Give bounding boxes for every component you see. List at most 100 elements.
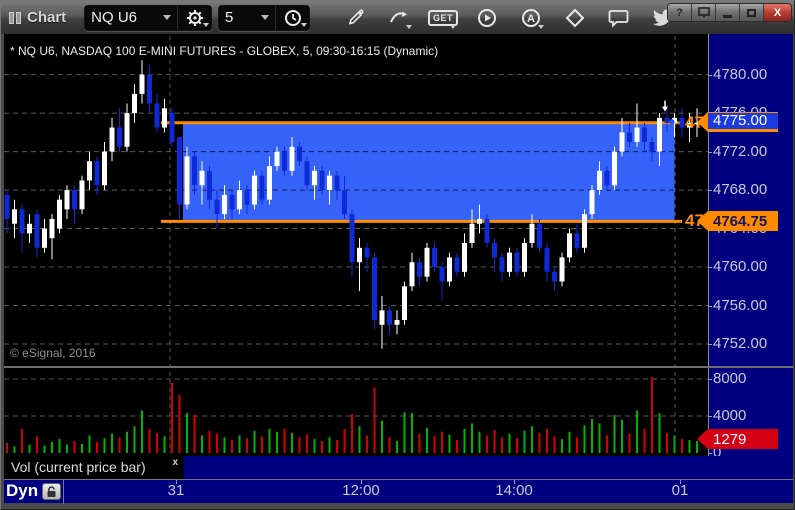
candle-body <box>289 146 295 171</box>
volume-bar <box>426 428 428 453</box>
axis-tick-mark <box>708 344 712 345</box>
candle-body <box>87 161 92 181</box>
dynamic-mode-button[interactable]: Dyn <box>6 481 39 500</box>
axis-tick-mark <box>708 453 712 454</box>
volume-bar <box>531 426 533 453</box>
volume-bar <box>103 438 106 453</box>
last-price-dot <box>669 119 675 125</box>
volume-bar <box>21 428 23 453</box>
time-template-button[interactable] <box>275 5 309 30</box>
candle-body <box>64 190 70 210</box>
pane-divider[interactable] <box>4 366 793 368</box>
volume-bar <box>216 433 218 453</box>
volume-bar <box>118 437 121 453</box>
candle-body <box>252 175 257 205</box>
volume-bar <box>688 440 691 453</box>
candle-body <box>672 117 677 123</box>
maximize-button[interactable] <box>740 4 764 21</box>
price-axis[interactable] <box>708 34 793 479</box>
close-button[interactable]: X <box>764 4 791 21</box>
line-tools-button[interactable] <box>384 4 414 32</box>
axis-tick-mark <box>708 305 712 307</box>
volume-bar <box>463 428 466 453</box>
auto-trade-button[interactable]: A <box>516 4 546 32</box>
chevron-down-icon[interactable] <box>261 15 270 20</box>
candle-body <box>507 252 512 272</box>
draw-tool-button[interactable] <box>340 4 370 32</box>
candle-body <box>409 262 415 287</box>
volume-bar <box>583 425 586 453</box>
candle-body <box>162 108 167 128</box>
volume-bar <box>411 413 413 453</box>
candle-body <box>27 223 32 234</box>
volume-bar <box>43 445 46 453</box>
chevron-down-icon[interactable] <box>163 15 172 20</box>
candle-body <box>4 194 10 219</box>
play-icon <box>478 8 497 27</box>
pane-border <box>63 480 64 504</box>
price-tick-label: 4772.00 <box>713 142 768 160</box>
volume-bar <box>628 433 631 453</box>
candle-body <box>319 170 325 191</box>
candle-body <box>357 247 362 263</box>
volume-bar <box>96 441 98 453</box>
candle-body <box>574 233 580 248</box>
candle-body <box>154 103 160 128</box>
candle-body <box>132 93 137 114</box>
tag-arrow-icon <box>697 429 708 450</box>
volume-study-tab[interactable]: Vol (current price bar) x <box>4 456 184 479</box>
candlestick-volume-chart[interactable] <box>4 34 708 456</box>
volume-bar <box>568 431 571 453</box>
volume-bar <box>658 413 661 453</box>
axis-tick-mark <box>708 74 712 76</box>
candle-body <box>469 223 475 243</box>
minimize-button[interactable] <box>716 4 740 21</box>
volume-tick-label: 4000 <box>713 407 747 424</box>
candle-body <box>117 127 122 147</box>
volume-bar <box>448 434 451 453</box>
symbol-input[interactable]: NQ U6 <box>85 6 177 30</box>
candle-body <box>439 267 445 282</box>
candle-body <box>544 247 550 272</box>
chart-plot-area[interactable] <box>4 34 708 503</box>
minimize-icon <box>723 14 732 18</box>
help-button[interactable]: ? <box>668 4 692 21</box>
comment-button[interactable] <box>604 4 634 32</box>
volume-bar <box>598 423 601 453</box>
play-button[interactable] <box>472 4 502 32</box>
close-icon[interactable]: x <box>172 457 178 468</box>
candle-body <box>642 127 647 142</box>
candle-body <box>222 194 227 215</box>
price-tick-label: 4756.00 <box>713 296 768 314</box>
symbol-settings-button[interactable] <box>177 5 211 30</box>
time-axis[interactable]: Dyn 31 12:00 14:00 01 <box>4 479 793 504</box>
interval-combo: 5 <box>218 4 311 31</box>
low-line-price-tag: 4764.75 <box>697 211 778 232</box>
volume-bar <box>291 432 293 453</box>
volume-bar <box>268 428 271 453</box>
chevron-down-icon <box>450 24 457 29</box>
volume-bar <box>381 420 383 453</box>
volume-bar <box>193 415 196 453</box>
candle-body <box>42 228 47 248</box>
candle-body <box>424 247 430 277</box>
get-data-button[interactable]: GET <box>428 4 459 32</box>
candle-body <box>207 170 212 200</box>
volume-bar <box>178 394 181 453</box>
volume-bar <box>433 436 436 453</box>
reload-symbol-button[interactable] <box>560 4 590 32</box>
volume-bar <box>148 428 151 453</box>
axis-tick-mark <box>708 151 712 153</box>
candle-body <box>184 156 190 205</box>
candle-body <box>57 199 62 229</box>
candle-body <box>364 247 370 258</box>
candle-body <box>372 257 377 320</box>
lock-button[interactable] <box>42 483 61 500</box>
dock-button[interactable] <box>692 4 716 21</box>
interval-input[interactable]: 5 <box>219 6 275 30</box>
candle-body <box>417 262 422 277</box>
candle-body <box>139 74 145 94</box>
candle-body <box>349 214 355 263</box>
symbol-combo: NQ U6 <box>84 4 213 31</box>
trendline-icon <box>390 11 408 22</box>
